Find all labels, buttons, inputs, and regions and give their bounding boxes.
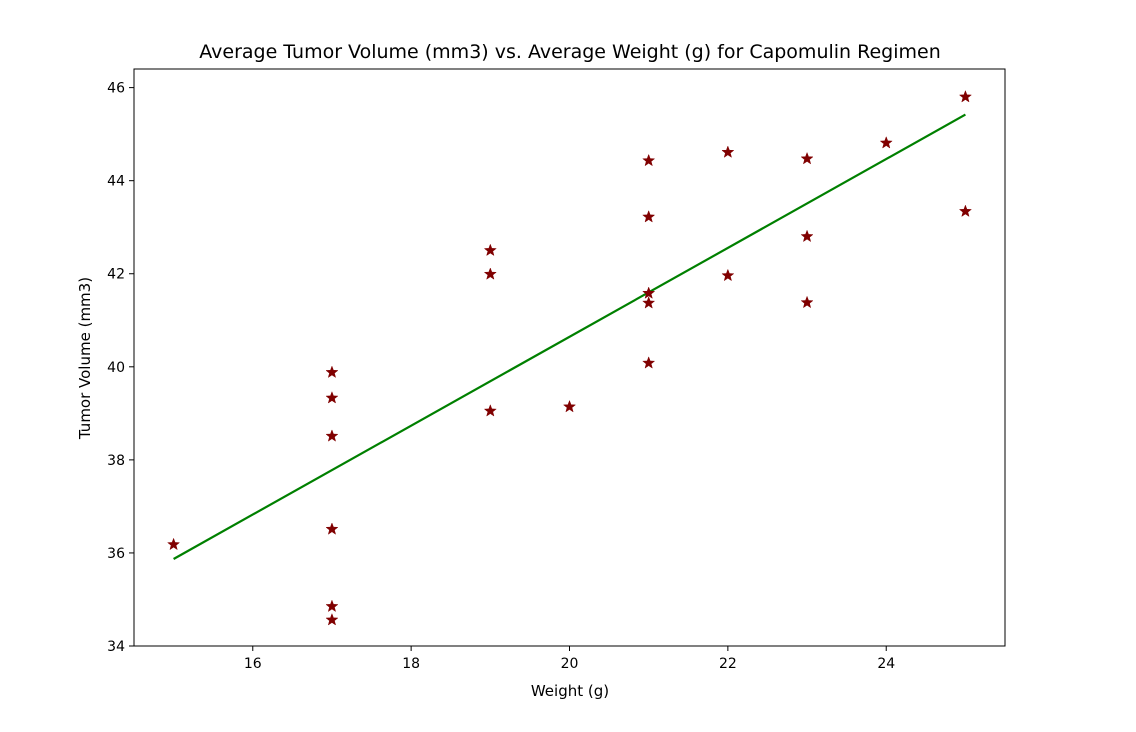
scatter-point (483, 243, 497, 257)
scatter-point (958, 90, 972, 103)
scatter-point (325, 391, 339, 404)
scatter-point (483, 267, 497, 280)
scatter-point (642, 296, 656, 309)
scatter-point (642, 210, 656, 223)
scatter-point (562, 399, 577, 413)
x-tick-label: 20 (561, 656, 579, 672)
scatter-point (325, 365, 339, 378)
x-tick-label: 22 (719, 656, 737, 672)
scatter-point (325, 522, 339, 535)
chart-title: Average Tumor Volume (mm3) vs. Average W… (199, 41, 941, 63)
y-tick-label: 34 (107, 639, 125, 655)
scatter-point (325, 599, 339, 613)
y-tick-label: 46 (107, 81, 125, 97)
scatter-point (721, 268, 735, 282)
scatter-point (325, 613, 339, 626)
scatter-point (958, 204, 972, 217)
scatter-point (800, 151, 814, 165)
y-axis-label: Tumor Volume (mm3) (76, 277, 94, 440)
scatter-point (483, 404, 497, 417)
scatter-point (800, 295, 814, 309)
scatter-point (642, 356, 656, 369)
plot-area (134, 69, 1005, 646)
x-tick-label: 18 (402, 656, 420, 672)
scatter-point (642, 153, 656, 167)
regression-line (173, 113, 966, 560)
scatter-point (642, 286, 656, 299)
scatter-point (800, 229, 814, 243)
y-tick-label: 44 (107, 174, 125, 190)
y-tick-label: 38 (107, 453, 125, 469)
scatter-point (721, 145, 735, 158)
x-axis-label: Weight (g) (531, 682, 609, 700)
y-tick-label: 42 (107, 267, 125, 283)
scatter-point (325, 429, 339, 442)
scatter-point (167, 537, 181, 551)
y-tick-label: 40 (107, 360, 125, 376)
y-tick-label: 36 (107, 546, 125, 562)
scatter-point (879, 136, 893, 149)
x-tick-label: 16 (244, 656, 262, 672)
x-tick-label: 24 (877, 656, 895, 672)
